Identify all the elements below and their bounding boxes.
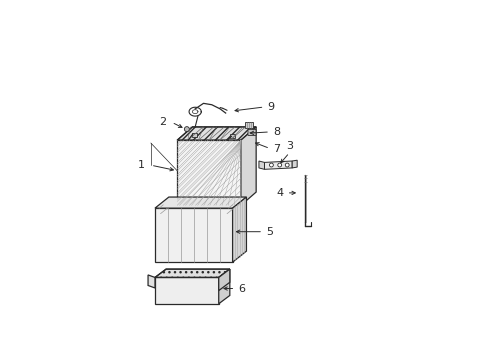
Text: 1: 1 [138, 160, 145, 170]
Text: 3: 3 [285, 141, 292, 151]
Polygon shape [177, 127, 256, 140]
Polygon shape [259, 161, 264, 169]
Bar [245, 122, 253, 128]
Text: 7: 7 [272, 144, 279, 153]
FancyBboxPatch shape [247, 129, 256, 135]
Circle shape [285, 163, 288, 167]
Circle shape [184, 127, 189, 132]
Text: 8: 8 [272, 127, 279, 137]
Polygon shape [292, 160, 297, 168]
Bar [192, 133, 197, 137]
Polygon shape [155, 208, 232, 262]
Polygon shape [218, 269, 229, 291]
Polygon shape [218, 269, 229, 304]
Text: 5: 5 [265, 227, 272, 237]
Polygon shape [232, 197, 246, 262]
Circle shape [269, 163, 273, 167]
Polygon shape [155, 197, 246, 208]
Polygon shape [241, 127, 256, 205]
Bar [230, 134, 235, 138]
Polygon shape [155, 269, 229, 278]
Text: 6: 6 [238, 284, 244, 293]
Text: 4: 4 [276, 188, 284, 198]
Polygon shape [177, 140, 241, 205]
Text: 2: 2 [159, 117, 166, 127]
Polygon shape [155, 278, 218, 304]
Polygon shape [148, 275, 155, 288]
Polygon shape [264, 161, 292, 169]
Circle shape [277, 163, 281, 167]
Text: 9: 9 [267, 102, 274, 112]
